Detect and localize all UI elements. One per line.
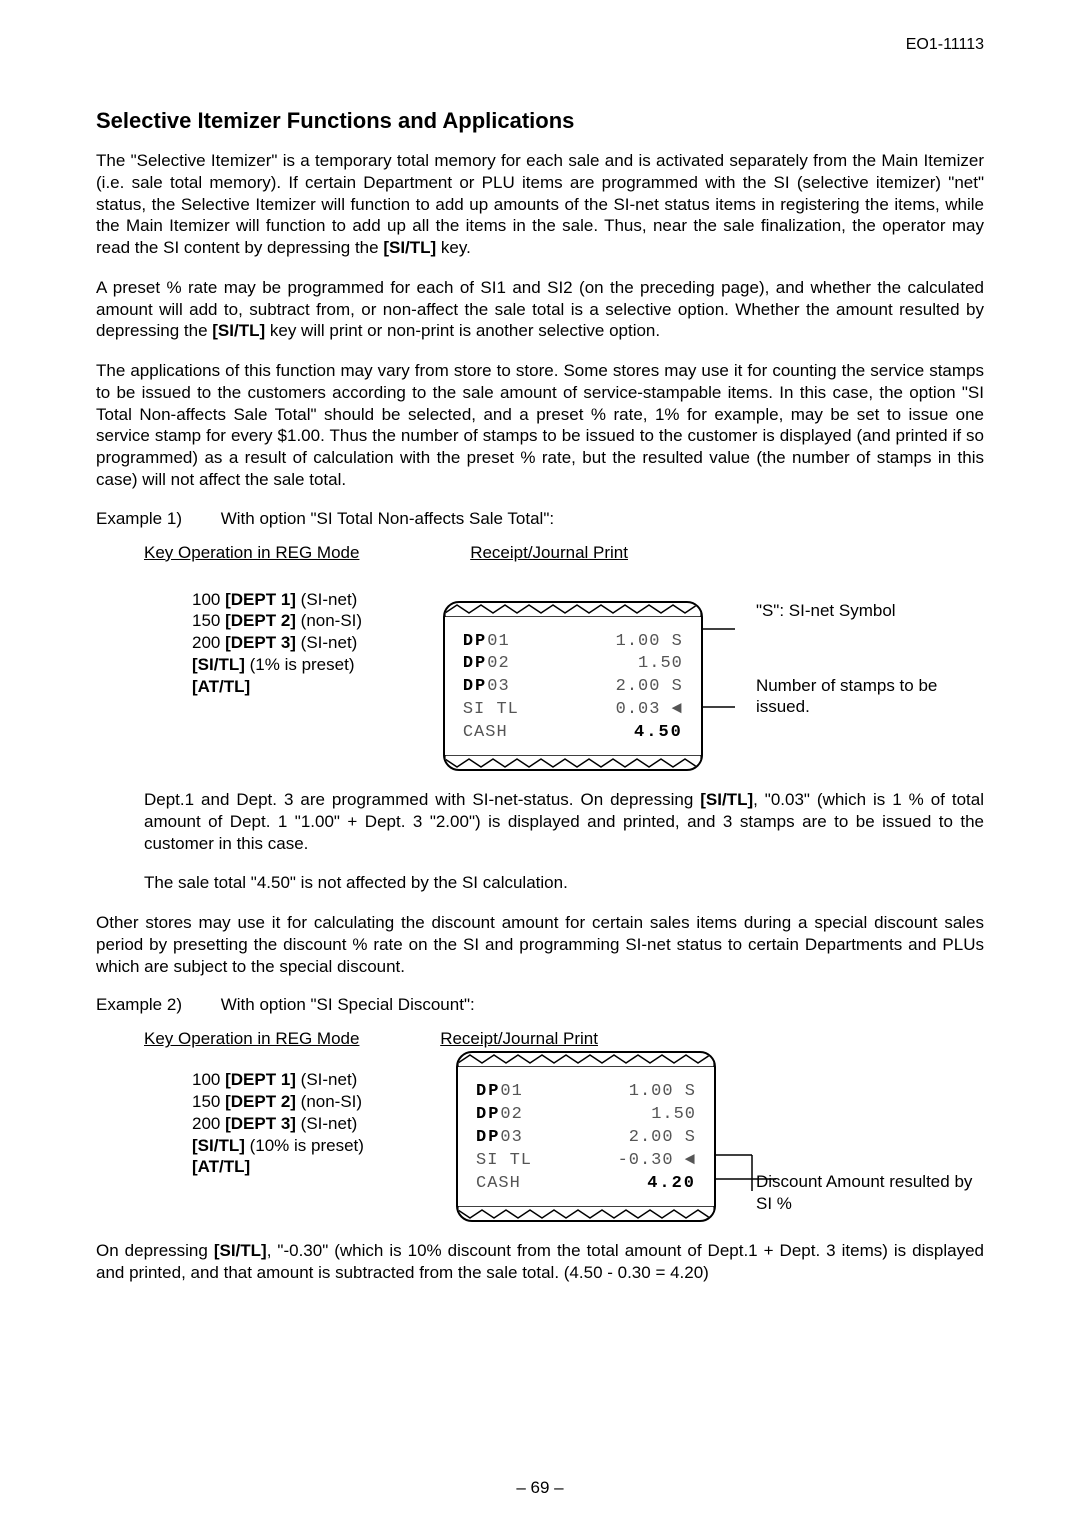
ex2-r5v: 4.20 bbox=[647, 1174, 696, 1193]
ex1-l4b: (1% is preset) bbox=[245, 655, 355, 674]
kop-heading-1: Key Operation in REG Mode bbox=[144, 543, 359, 562]
ex1-l3c: (SI-net) bbox=[296, 633, 357, 652]
ex2-r4v: -0.30 bbox=[618, 1151, 674, 1170]
ex2-r2l: DP bbox=[476, 1105, 500, 1124]
ex1-l2a: 150 bbox=[192, 611, 225, 630]
receipt-tear-top bbox=[445, 603, 701, 617]
ex1-r5l: CASH bbox=[463, 722, 508, 745]
example2-label-b: With option "SI Special Discount": bbox=[221, 995, 475, 1014]
ex2-r4l: SI TL bbox=[476, 1150, 532, 1173]
ex2-l3b: [DEPT 3] bbox=[225, 1114, 296, 1133]
ex2-l2c: (non-SI) bbox=[296, 1092, 362, 1111]
ex2-l2a: 150 bbox=[192, 1092, 225, 1111]
example1-label: Example 1) With option "SI Total Non-aff… bbox=[96, 509, 984, 529]
example1-after-para1: Dept.1 and Dept. 3 are programmed with S… bbox=[144, 789, 984, 854]
ex1-r4v: 0.03 bbox=[616, 700, 661, 719]
ex2-r1l2: 01 bbox=[500, 1082, 522, 1101]
ex2-r2v: 1.50 bbox=[651, 1104, 696, 1127]
example1-receipt-area: DP011.00 S DP021.50 DP032.00 S SI TL0.03… bbox=[443, 577, 728, 772]
kop-heading-2: Key Operation in REG Mode bbox=[144, 1029, 359, 1048]
rj-heading-1: Receipt/Journal Print bbox=[470, 543, 628, 562]
example1-subheads: Key Operation in REG Mode Receipt/Journa… bbox=[144, 543, 984, 563]
ex1-l2b: [DEPT 2] bbox=[225, 611, 296, 630]
ex2-r5l: CASH bbox=[476, 1173, 521, 1196]
para-1: The "Selective Itemizer" is a temporary … bbox=[96, 150, 984, 259]
ex1-r1l2: 01 bbox=[487, 632, 509, 651]
receipt-tear-bottom bbox=[445, 755, 701, 769]
ex1-r1v: 1.00 S bbox=[616, 631, 683, 654]
ex1-r3l2: 03 bbox=[487, 677, 509, 696]
ex1-r2v: 1.50 bbox=[638, 653, 683, 676]
receipt2-tear-bottom bbox=[458, 1206, 714, 1220]
example1-block: 100 [DEPT 1] (SI-net) 150 [DEPT 2] (non-… bbox=[192, 577, 984, 772]
ex2-r3v: 2.00 S bbox=[629, 1127, 696, 1150]
page-number: – 69 – bbox=[0, 1478, 1080, 1498]
para-3: The applications of this function may va… bbox=[96, 360, 984, 491]
ex1-r3l: DP bbox=[463, 677, 487, 696]
ex2-l4a: [SI/TL] bbox=[192, 1136, 245, 1155]
ex1-r4l: SI TL bbox=[463, 699, 519, 722]
receipt2-tear-top bbox=[458, 1053, 714, 1067]
ex1-l1b: [DEPT 1] bbox=[225, 590, 296, 609]
example1-receipt-body: DP011.00 S DP021.50 DP032.00 S SI TL0.03… bbox=[445, 617, 701, 756]
ex1-r5v: 4.50 bbox=[634, 723, 683, 742]
ex1-r1l: DP bbox=[463, 632, 487, 651]
example1-after-para2: The sale total "4.50" is not affected by… bbox=[144, 872, 984, 894]
doc-id: EO1-11113 bbox=[906, 36, 984, 54]
ex1-l2c: (non-SI) bbox=[296, 611, 362, 630]
example1-label-a: Example 1) bbox=[96, 509, 216, 529]
example2-receipt-area: DP011.00 S DP021.50 DP032.00 S SI TL-0.3… bbox=[456, 1051, 756, 1222]
ex2-l3a: 200 bbox=[192, 1114, 225, 1133]
ex1-l1a: 100 bbox=[192, 590, 225, 609]
rj-heading-2: Receipt/Journal Print bbox=[440, 1029, 598, 1048]
para-5: On depressing [SI/TL], "-0.30" (which is… bbox=[96, 1240, 984, 1284]
example2-keyops: 100 [DEPT 1] (SI-net) 150 [DEPT 2] (non-… bbox=[192, 1051, 456, 1178]
ex1-r2l: DP bbox=[463, 654, 487, 673]
example2-receipt-body: DP011.00 S DP021.50 DP032.00 S SI TL-0.3… bbox=[458, 1067, 714, 1206]
ex2-r2l2: 02 bbox=[500, 1105, 522, 1124]
example1-keyops: 100 [DEPT 1] (SI-net) 150 [DEPT 2] (non-… bbox=[192, 577, 443, 698]
ex2-r1v: 1.00 S bbox=[629, 1081, 696, 1104]
ex2-r1l: DP bbox=[476, 1082, 500, 1101]
ex2-r3l: DP bbox=[476, 1128, 500, 1147]
example1-label-b: With option "SI Total Non-affects Sale T… bbox=[221, 509, 554, 528]
example1-annot-1: "S": SI-net Symbol bbox=[756, 601, 896, 621]
example1-receipt: DP011.00 S DP021.50 DP032.00 S SI TL0.03… bbox=[443, 601, 703, 772]
page: EO1-11113 Selective Itemizer Functions a… bbox=[0, 0, 1080, 1528]
example2-subheads: Key Operation in REG Mode Receipt/Journa… bbox=[144, 1029, 984, 1049]
ex2-l4b: (10% is preset) bbox=[245, 1136, 364, 1155]
para-4: Other stores may use it for calculating … bbox=[96, 912, 984, 977]
ex2-l1b: [DEPT 1] bbox=[225, 1070, 296, 1089]
example2-label: Example 2) With option "SI Special Disco… bbox=[96, 995, 984, 1015]
ex1-r2l2: 02 bbox=[487, 654, 509, 673]
ex1-l4a: [SI/TL] bbox=[192, 655, 245, 674]
ex1-l3a: 200 bbox=[192, 633, 225, 652]
example1-annot-2: Number of stamps to be issued. bbox=[756, 675, 984, 718]
ex2-l1a: 100 bbox=[192, 1070, 225, 1089]
example2-annot-1: Discount Amount resulted by SI % bbox=[756, 1171, 976, 1214]
ex2-l3c: (SI-net) bbox=[296, 1114, 357, 1133]
ex2-l5a: [AT/TL] bbox=[192, 1157, 250, 1176]
example2-receipt: DP011.00 S DP021.50 DP032.00 S SI TL-0.3… bbox=[456, 1051, 716, 1222]
para-2: A preset % rate may be programmed for ea… bbox=[96, 277, 984, 342]
section-title: Selective Itemizer Functions and Applica… bbox=[96, 108, 984, 134]
ex1-l3b: [DEPT 3] bbox=[225, 633, 296, 652]
ex2-r3l2: 03 bbox=[500, 1128, 522, 1147]
example2-block: 100 [DEPT 1] (SI-net) 150 [DEPT 2] (non-… bbox=[192, 1051, 984, 1222]
ex1-l1c: (SI-net) bbox=[296, 590, 357, 609]
ex1-l5a: [AT/TL] bbox=[192, 677, 250, 696]
ex1-r3v: 2.00 S bbox=[616, 676, 683, 699]
ex2-l2b: [DEPT 2] bbox=[225, 1092, 296, 1111]
example2-label-a: Example 2) bbox=[96, 995, 216, 1015]
ex2-l1c: (SI-net) bbox=[296, 1070, 357, 1089]
